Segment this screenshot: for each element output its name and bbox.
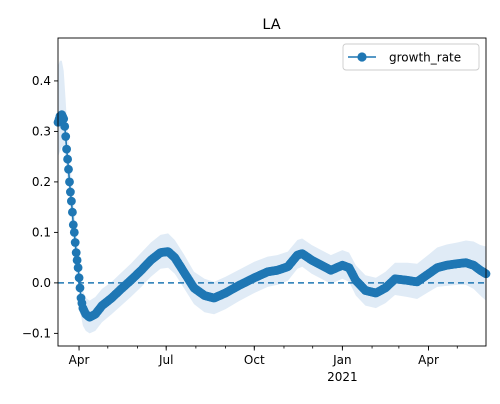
x-tick-label: Jan xyxy=(332,353,352,367)
data-point xyxy=(71,248,81,257)
y-tick-label: 0.0 xyxy=(32,276,51,290)
data-point xyxy=(65,177,74,187)
data-point xyxy=(75,283,85,293)
data-point xyxy=(62,144,71,154)
plot-frame xyxy=(57,37,487,347)
legend-entry-label: growth_rate xyxy=(389,51,461,65)
y-tick-label: 0.2 xyxy=(32,175,51,189)
data-point xyxy=(72,255,82,265)
legend-box xyxy=(342,43,480,71)
data-point xyxy=(64,164,73,174)
data-point xyxy=(63,154,72,164)
data-point xyxy=(67,196,76,206)
y-tick-label: −0.1 xyxy=(22,327,51,341)
data-point xyxy=(61,132,71,141)
chart-title: LA xyxy=(262,17,280,33)
x-tick-label: Apr xyxy=(418,353,439,367)
data-point xyxy=(70,238,80,247)
x-tick-label: Apr xyxy=(69,353,90,367)
data-point xyxy=(69,228,79,237)
confidence-band-area xyxy=(58,60,486,334)
data-point xyxy=(73,263,83,273)
x-axis: Apr Jul Oct Jan Apr 2021 xyxy=(69,346,458,384)
data-point xyxy=(59,114,69,124)
y-tick-label: 0.1 xyxy=(32,226,51,240)
y-axis: −0.1 0.0 0.1 0.2 0.3 0.4 xyxy=(22,74,58,341)
x-tick-label: Jul xyxy=(158,353,173,367)
series-markers xyxy=(53,110,491,322)
data-point xyxy=(66,187,75,197)
x-tick-label: Oct xyxy=(244,353,265,367)
y-tick-label: 0.3 xyxy=(32,125,51,139)
data-point xyxy=(74,273,84,283)
confidence-band xyxy=(58,60,486,334)
data-point xyxy=(68,207,77,217)
legend: growth_rate xyxy=(342,43,480,71)
x-year-label: 2021 xyxy=(327,370,358,384)
legend-marker-swatch xyxy=(357,52,367,62)
y-tick-label: 0.4 xyxy=(32,74,51,88)
data-point xyxy=(68,220,78,230)
data-point xyxy=(60,122,70,131)
